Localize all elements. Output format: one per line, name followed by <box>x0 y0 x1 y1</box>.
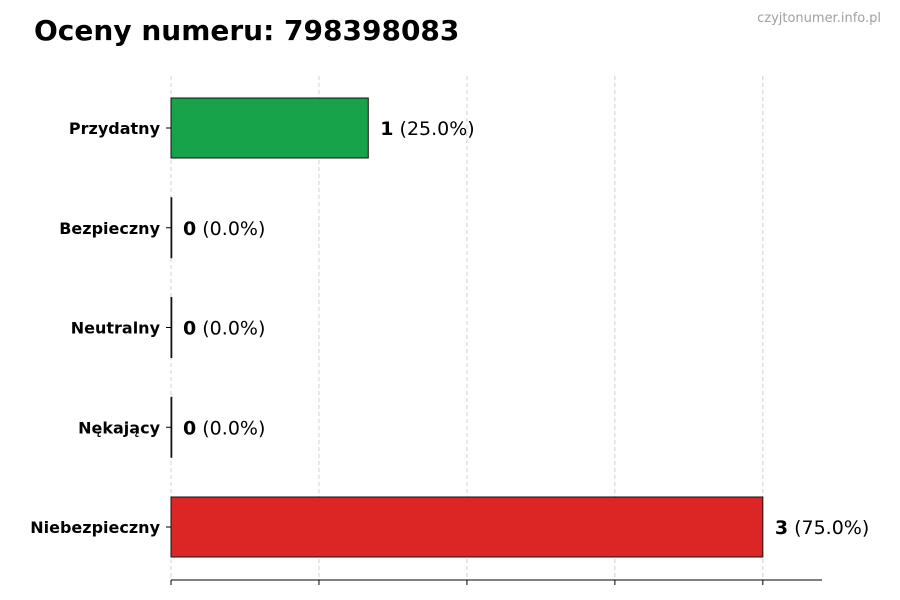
value-label: 1 (25.0%) <box>380 118 474 140</box>
bar-bezpieczny <box>170 197 173 259</box>
value-count: 0 <box>183 218 196 240</box>
value-label: 0 (0.0%) <box>183 218 265 240</box>
bar-przydatny <box>170 97 369 159</box>
category-label: Przydatny <box>69 119 161 138</box>
bar-neutralny <box>170 297 173 358</box>
value-percent: (25.0%) <box>394 118 475 140</box>
value-count: 0 <box>183 417 196 439</box>
value-percent: (75.0%) <box>788 517 869 539</box>
value-percent: (0.0%) <box>196 318 265 340</box>
value-percent: (0.0%) <box>196 218 265 240</box>
value-count: 0 <box>183 318 196 340</box>
category-label: Bezpieczny <box>59 219 160 238</box>
watermark: czyjtonumer.info.pl <box>757 11 881 26</box>
category-label: Niebezpieczny <box>30 518 160 537</box>
value-label: 0 (0.0%) <box>183 417 265 439</box>
value-label: 3 (75.0%) <box>775 517 869 539</box>
value-count: 3 <box>775 517 788 539</box>
category-label: Neutralny <box>71 319 161 338</box>
bar-niebezpieczny <box>170 496 764 558</box>
value-label: 0 (0.0%) <box>183 318 265 340</box>
category-label: Nękający <box>78 418 160 437</box>
value-percent: (0.0%) <box>196 417 265 439</box>
bar-nękający <box>170 396 173 458</box>
value-count: 1 <box>380 118 393 140</box>
chart-title: Oceny numeru: 798398083 <box>34 14 459 47</box>
